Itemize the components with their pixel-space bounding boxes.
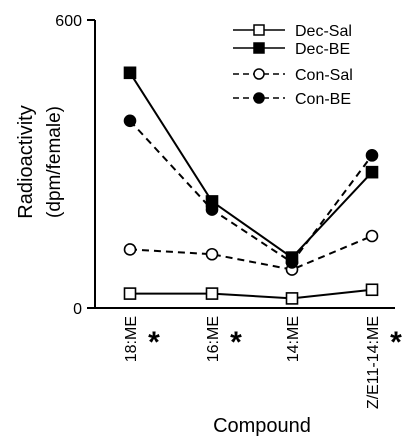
- legend-marker-dec-sal: [253, 24, 265, 36]
- data-point-dec-be-1: [123, 66, 137, 80]
- y-tick-label-max: 600: [55, 13, 82, 30]
- y-axis-label-units: (dpm/female): [44, 106, 65, 218]
- legend-marker-con-be: [253, 92, 265, 104]
- data-point-con-sal-2: [205, 247, 219, 261]
- x-tick-label-2: 16:ME: [205, 316, 222, 362]
- x-axis-label: Compound: [213, 415, 311, 437]
- series-line-dec-be: [129, 72, 373, 259]
- series-line-dec-sal: [130, 288, 373, 300]
- legend-marker-dec-be: [253, 42, 265, 54]
- data-point-dec-sal-1: [123, 287, 137, 300]
- data-point-con-be-3: [285, 256, 299, 269]
- y-tick-label-min: 0: [73, 301, 82, 318]
- legend-label-dec-sal: Dec-Sal: [295, 23, 352, 40]
- significance-asterisk-2: *: [230, 326, 242, 359]
- data-point-dec-sal-4: [365, 283, 379, 297]
- legend: Dec-Sal Dec-BE Con-Sal Con-BE: [233, 23, 353, 108]
- data-point-dec-sal-2: [205, 287, 219, 300]
- data-point-con-sal-4: [365, 229, 379, 243]
- significance-asterisk-4: *: [390, 326, 402, 359]
- data-point-con-be-2: [205, 203, 219, 216]
- series-layer: [123, 66, 379, 305]
- series-line-con-be: [129, 120, 373, 264]
- data-point-dec-be-4: [365, 165, 379, 179]
- y-axis-label: Radioactivity: [15, 105, 37, 218]
- legend-label-con-be: Con-BE: [295, 91, 351, 108]
- x-tick-label-4: Z/E11-14:ME: [365, 316, 382, 409]
- x-tick-labels: 18:ME * 16:ME * 14:ME Z/E11-14:ME *: [123, 316, 402, 409]
- series-line-con-sal: [129, 235, 373, 271]
- data-point-con-sal-1: [123, 243, 137, 256]
- data-point-con-be-4: [365, 149, 379, 162]
- legend-label-con-sal: Con-Sal: [295, 67, 353, 84]
- legend-marker-con-sal: [253, 68, 265, 80]
- significance-asterisk-1: *: [148, 326, 160, 359]
- legend-label-dec-be: Dec-BE: [295, 41, 350, 58]
- data-point-dec-sal-3: [285, 292, 299, 305]
- data-point-con-be-1: [123, 114, 137, 128]
- x-tick-label-3: 14:ME: [285, 316, 302, 362]
- x-tick-label-1: 18:ME: [123, 316, 140, 362]
